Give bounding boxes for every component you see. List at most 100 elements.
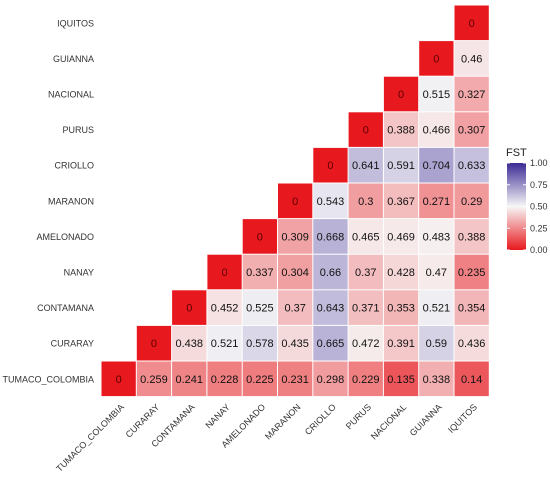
y-tick-label: GUIANNA (53, 54, 94, 64)
heatmap-cell (419, 325, 454, 361)
cell-value: 0.436 (458, 338, 486, 350)
heatmap-cell (172, 290, 207, 325)
cell-value: 0.241 (175, 374, 203, 386)
heatmap-cell (419, 76, 454, 112)
heatmap-cell (313, 219, 348, 254)
cell-value: 0.307 (458, 125, 486, 137)
cell-value: 0.483 (423, 231, 451, 243)
heatmap-cell (348, 219, 383, 254)
legend-tick-label: 0.25 (530, 223, 548, 233)
cell-value: 0.578 (246, 338, 274, 350)
cell-value: 0 (116, 374, 122, 386)
heatmap-cell (313, 254, 348, 290)
cell-value: 0 (257, 231, 263, 243)
heatmap-cell (313, 361, 348, 397)
cell-value: 0.633 (458, 160, 486, 172)
cell-value: 0.46 (461, 53, 482, 65)
heatmap-cell (242, 254, 277, 290)
cell-value: 0.668 (317, 231, 345, 243)
x-tick-label: TUMACO_COLOMBIA (54, 402, 126, 474)
cell-value: 0.235 (458, 267, 486, 279)
heatmap-cell (278, 183, 313, 219)
heatmap-cell (454, 219, 489, 254)
cell-value: 0.354 (458, 303, 486, 315)
cell-value: 0 (221, 267, 227, 279)
heatmap-cell (383, 112, 419, 147)
cell-value: 0.435 (281, 338, 309, 350)
cell-value: 0.229 (352, 374, 380, 386)
x-tick-label: CURARAY (124, 402, 162, 440)
y-tick-label: NACIONAL (48, 90, 94, 100)
heatmap-cell (136, 361, 172, 397)
cell-value: 0.543 (317, 196, 345, 208)
heatmap-cell (419, 290, 454, 325)
heatmap-cell (278, 290, 313, 325)
heatmap-cell (207, 290, 242, 325)
legend-ticks: 1.00 0.75 0.50 0.25 0.00 (507, 158, 548, 255)
cell-value: 0.37 (355, 267, 376, 279)
heatmap-cell (278, 361, 313, 397)
heatmap-cell (313, 147, 348, 183)
heatmap-cell (313, 290, 348, 325)
cell-value: 0 (151, 338, 157, 350)
heatmap-cell (383, 361, 419, 397)
heatmap-cell (454, 325, 489, 361)
heatmap-cell (278, 219, 313, 254)
cell-value: 0.465 (352, 231, 380, 243)
heatmap-cell (454, 147, 489, 183)
cell-value: 0.521 (423, 303, 451, 315)
y-tick-label: MARANON (48, 196, 94, 206)
x-tick-label: MARANON (263, 402, 303, 442)
heatmap-cell (454, 41, 489, 76)
heatmap-cell (454, 183, 489, 219)
heatmap-cell (419, 254, 454, 290)
heatmap-cells (101, 5, 489, 397)
heatmap-cell (383, 254, 419, 290)
cell-value: 0.665 (317, 338, 345, 350)
heatmap-cell (242, 361, 277, 397)
cell-value: 0.338 (423, 374, 451, 386)
heatmap-cell (383, 219, 419, 254)
y-axis-tick-labels: IQUITOS GUIANNA NACIONAL PURUS CRIOLLO MARANO… (2, 18, 94, 384)
legend-colorbar (507, 163, 526, 250)
cell-value: 0 (469, 18, 475, 30)
cell-value: 0.59 (426, 338, 447, 350)
heatmap-cell (278, 325, 313, 361)
cell-value: 0.515 (423, 89, 451, 101)
heatmap-cell (419, 183, 454, 219)
cell-value: 0.271 (423, 196, 451, 208)
cell-value: 0 (186, 303, 192, 315)
cell-value: 0.47 (426, 267, 447, 279)
y-tick-label: TUMACO_COLOMBIA (2, 374, 94, 384)
cell-value: 0.521 (211, 338, 239, 350)
heatmap-cell (419, 147, 454, 183)
heatmap-cell (383, 76, 419, 112)
cell-value: 0 (433, 53, 439, 65)
y-tick-label: NANAY (64, 268, 94, 278)
heatmap-cell (419, 41, 454, 76)
heatmap-cell (242, 325, 277, 361)
cell-value: 0.428 (387, 267, 415, 279)
heatmap-cell (313, 325, 348, 361)
cell-value: 0.641 (352, 160, 380, 172)
heatmap-cell (454, 290, 489, 325)
heatmap-cell (313, 183, 348, 219)
cell-value: 0.438 (175, 338, 203, 350)
heatmap-cell (383, 147, 419, 183)
cell-value: 0.228 (211, 374, 239, 386)
heatmap-cell (383, 183, 419, 219)
heatmap-cell (348, 254, 383, 290)
cell-value: 0.259 (140, 374, 168, 386)
heatmap-cell (207, 254, 242, 290)
cell-value: 0.525 (246, 303, 274, 315)
heatmap-cell (242, 290, 277, 325)
x-tick-label: CRIOLLO (303, 402, 338, 437)
cell-value: 0.466 (423, 125, 451, 137)
x-tick-label: NACIONAL (369, 402, 409, 442)
cell-value: 0 (363, 125, 369, 137)
heatmap-cell (101, 361, 136, 397)
cell-value: 0.591 (387, 160, 415, 172)
x-tick-label: GUIANNA (408, 402, 444, 438)
